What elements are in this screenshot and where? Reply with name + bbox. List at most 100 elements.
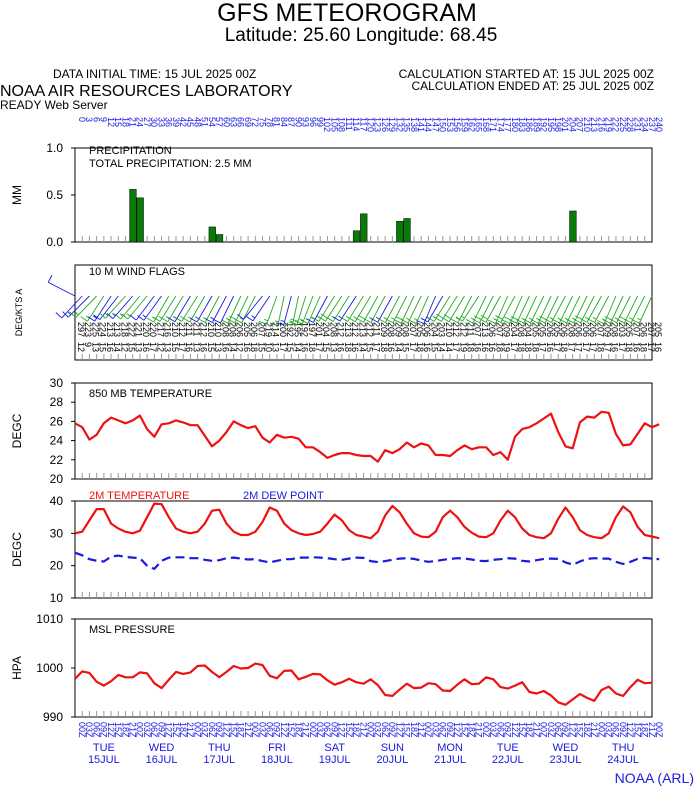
wind-barb-flag xyxy=(502,319,511,324)
wind-speed-label: 14 xyxy=(393,342,403,352)
forecast-hour-label: 183 xyxy=(517,117,527,132)
wind-barb-flag xyxy=(427,316,435,322)
forecast-hour-label: 132 xyxy=(394,117,404,132)
wind-dir-label: 222 xyxy=(126,322,136,337)
wind-barb-flag xyxy=(356,317,364,323)
wind-barb xyxy=(385,295,408,324)
forecast-hour-label: 207 xyxy=(575,117,585,132)
wind-dir-label: 200 xyxy=(278,322,288,337)
wind-speed-label: 17 xyxy=(566,342,576,352)
wind-dir-label: 208 xyxy=(227,322,237,337)
wind-speed-label: 19 xyxy=(502,342,512,352)
forecast-hour-label: 75 xyxy=(257,117,267,127)
wind-barb-flag xyxy=(129,314,137,321)
wind-barb xyxy=(596,295,617,325)
wind-barb-flag xyxy=(289,320,294,323)
wind-barb-flag xyxy=(378,318,386,323)
forecast-hour-label: 192 xyxy=(539,117,549,132)
wind-barb-staff xyxy=(283,295,292,326)
wind-speed-label: 17 xyxy=(581,342,591,352)
bottom-hour-label: 21Z xyxy=(531,722,541,738)
forecast-hour-label: 186 xyxy=(524,117,534,132)
wind-speed-label: 14 xyxy=(437,342,447,352)
wind-barb-staff xyxy=(174,295,191,322)
bottom-hour-label: 12Z xyxy=(567,722,577,738)
wind-dir-label: 197 xyxy=(307,322,317,337)
wind-dir-label: 225 xyxy=(90,322,100,337)
wind-barb-flag xyxy=(332,316,341,322)
y-tick-label: 20 xyxy=(50,559,64,573)
wind-barb-flag xyxy=(153,316,161,322)
wind-speed-label: 13 xyxy=(328,342,338,352)
bottom-hour-label: 09Z xyxy=(387,722,397,738)
wind-barb-flag xyxy=(493,318,502,323)
wind-barb xyxy=(294,295,314,325)
forecast-hour-label: 120 xyxy=(366,117,376,132)
wind-barb-flag xyxy=(472,318,480,324)
wind-speed-label: 18 xyxy=(523,342,533,352)
wind-barb-flag xyxy=(450,318,459,324)
day-of-week-label: FRI xyxy=(268,742,286,754)
wind-barb xyxy=(137,295,162,321)
wind-barb-staff xyxy=(427,295,444,323)
wind-speed-label: 17 xyxy=(509,342,519,352)
wind-dir-label: 209 xyxy=(603,322,613,337)
page-title: GFS METEOROGRAM xyxy=(217,0,477,27)
server-name: READY Web Server xyxy=(0,98,108,112)
bottom-hour-label: 15Z xyxy=(344,722,354,738)
wind-barb-staff xyxy=(638,295,653,324)
wind-barb xyxy=(434,295,458,322)
bottom-hour-label: 18Z xyxy=(351,722,361,738)
wind-barb xyxy=(306,295,328,323)
wind-barb-flag xyxy=(280,320,285,322)
wind-barb-staff xyxy=(312,295,328,323)
wind-barb-flag xyxy=(311,316,319,322)
wind-barb-staff xyxy=(94,295,112,322)
wind-barb-flag xyxy=(393,319,402,324)
wind-speed-label: 13 xyxy=(163,342,173,352)
wind-speed-label: 14 xyxy=(292,342,302,352)
bottom-hour-label: 09Z xyxy=(445,722,455,738)
forecast-hour-label: 141 xyxy=(416,117,426,132)
wind-barb xyxy=(311,295,336,322)
wind-dir-label: 208 xyxy=(401,322,411,337)
day-of-week-label: THU xyxy=(208,742,231,754)
forecast-hour-label: 72 xyxy=(250,117,260,127)
wind-speed-label: 15 xyxy=(401,342,411,352)
y-tick-label: 0.0 xyxy=(46,235,63,249)
wind-barb xyxy=(167,295,191,323)
forecast-hour-label: 153 xyxy=(445,117,455,132)
y-tick-label: 1000 xyxy=(36,661,63,675)
wind-speed-label: 16 xyxy=(610,342,620,352)
wind-speed-label: 18 xyxy=(465,342,475,352)
wind-barb xyxy=(609,295,631,324)
wind-barb-flag xyxy=(363,318,372,323)
bottom-hour-label: 03Z xyxy=(315,722,325,738)
panel-title: PRECIPITATION xyxy=(89,145,172,157)
wind-barb-staff xyxy=(204,295,220,323)
wind-barb xyxy=(146,295,170,323)
wind-barb-flag xyxy=(530,319,539,324)
wind-speed-label: 16 xyxy=(545,342,555,352)
wind-barb xyxy=(478,295,501,323)
wind-barb xyxy=(530,295,552,324)
wind-barb-staff xyxy=(392,295,408,323)
bottom-hour-label: 00Z xyxy=(192,722,202,738)
wind-barb xyxy=(455,295,480,322)
bottom-hour-label: 15Z xyxy=(286,722,296,738)
wind-barb-flag xyxy=(348,317,356,323)
bottom-hour-label: 15Z xyxy=(517,722,527,738)
forecast-hour-label: 135 xyxy=(402,117,412,132)
total-precip-annotation: TOTAL PRECIPITATION: 2.5 MM xyxy=(89,158,252,170)
calc-started: CALCULATION STARTED AT: 15 JUL 2025 00Z xyxy=(398,67,654,81)
date-label: 16JUL xyxy=(146,754,178,766)
wind-speed-label: 17 xyxy=(574,342,584,352)
wind-barb-flag xyxy=(523,319,531,324)
forecast-hour-label: 18 xyxy=(120,117,130,127)
bottom-hour-label: 03Z xyxy=(488,722,498,738)
wind-barb-flag xyxy=(112,312,116,317)
wind-barb-staff xyxy=(127,295,148,320)
wind-dir-label: 205 xyxy=(552,322,562,337)
wind-dir-label: 212 xyxy=(336,322,346,337)
forecast-hour-label: 42 xyxy=(178,117,188,127)
